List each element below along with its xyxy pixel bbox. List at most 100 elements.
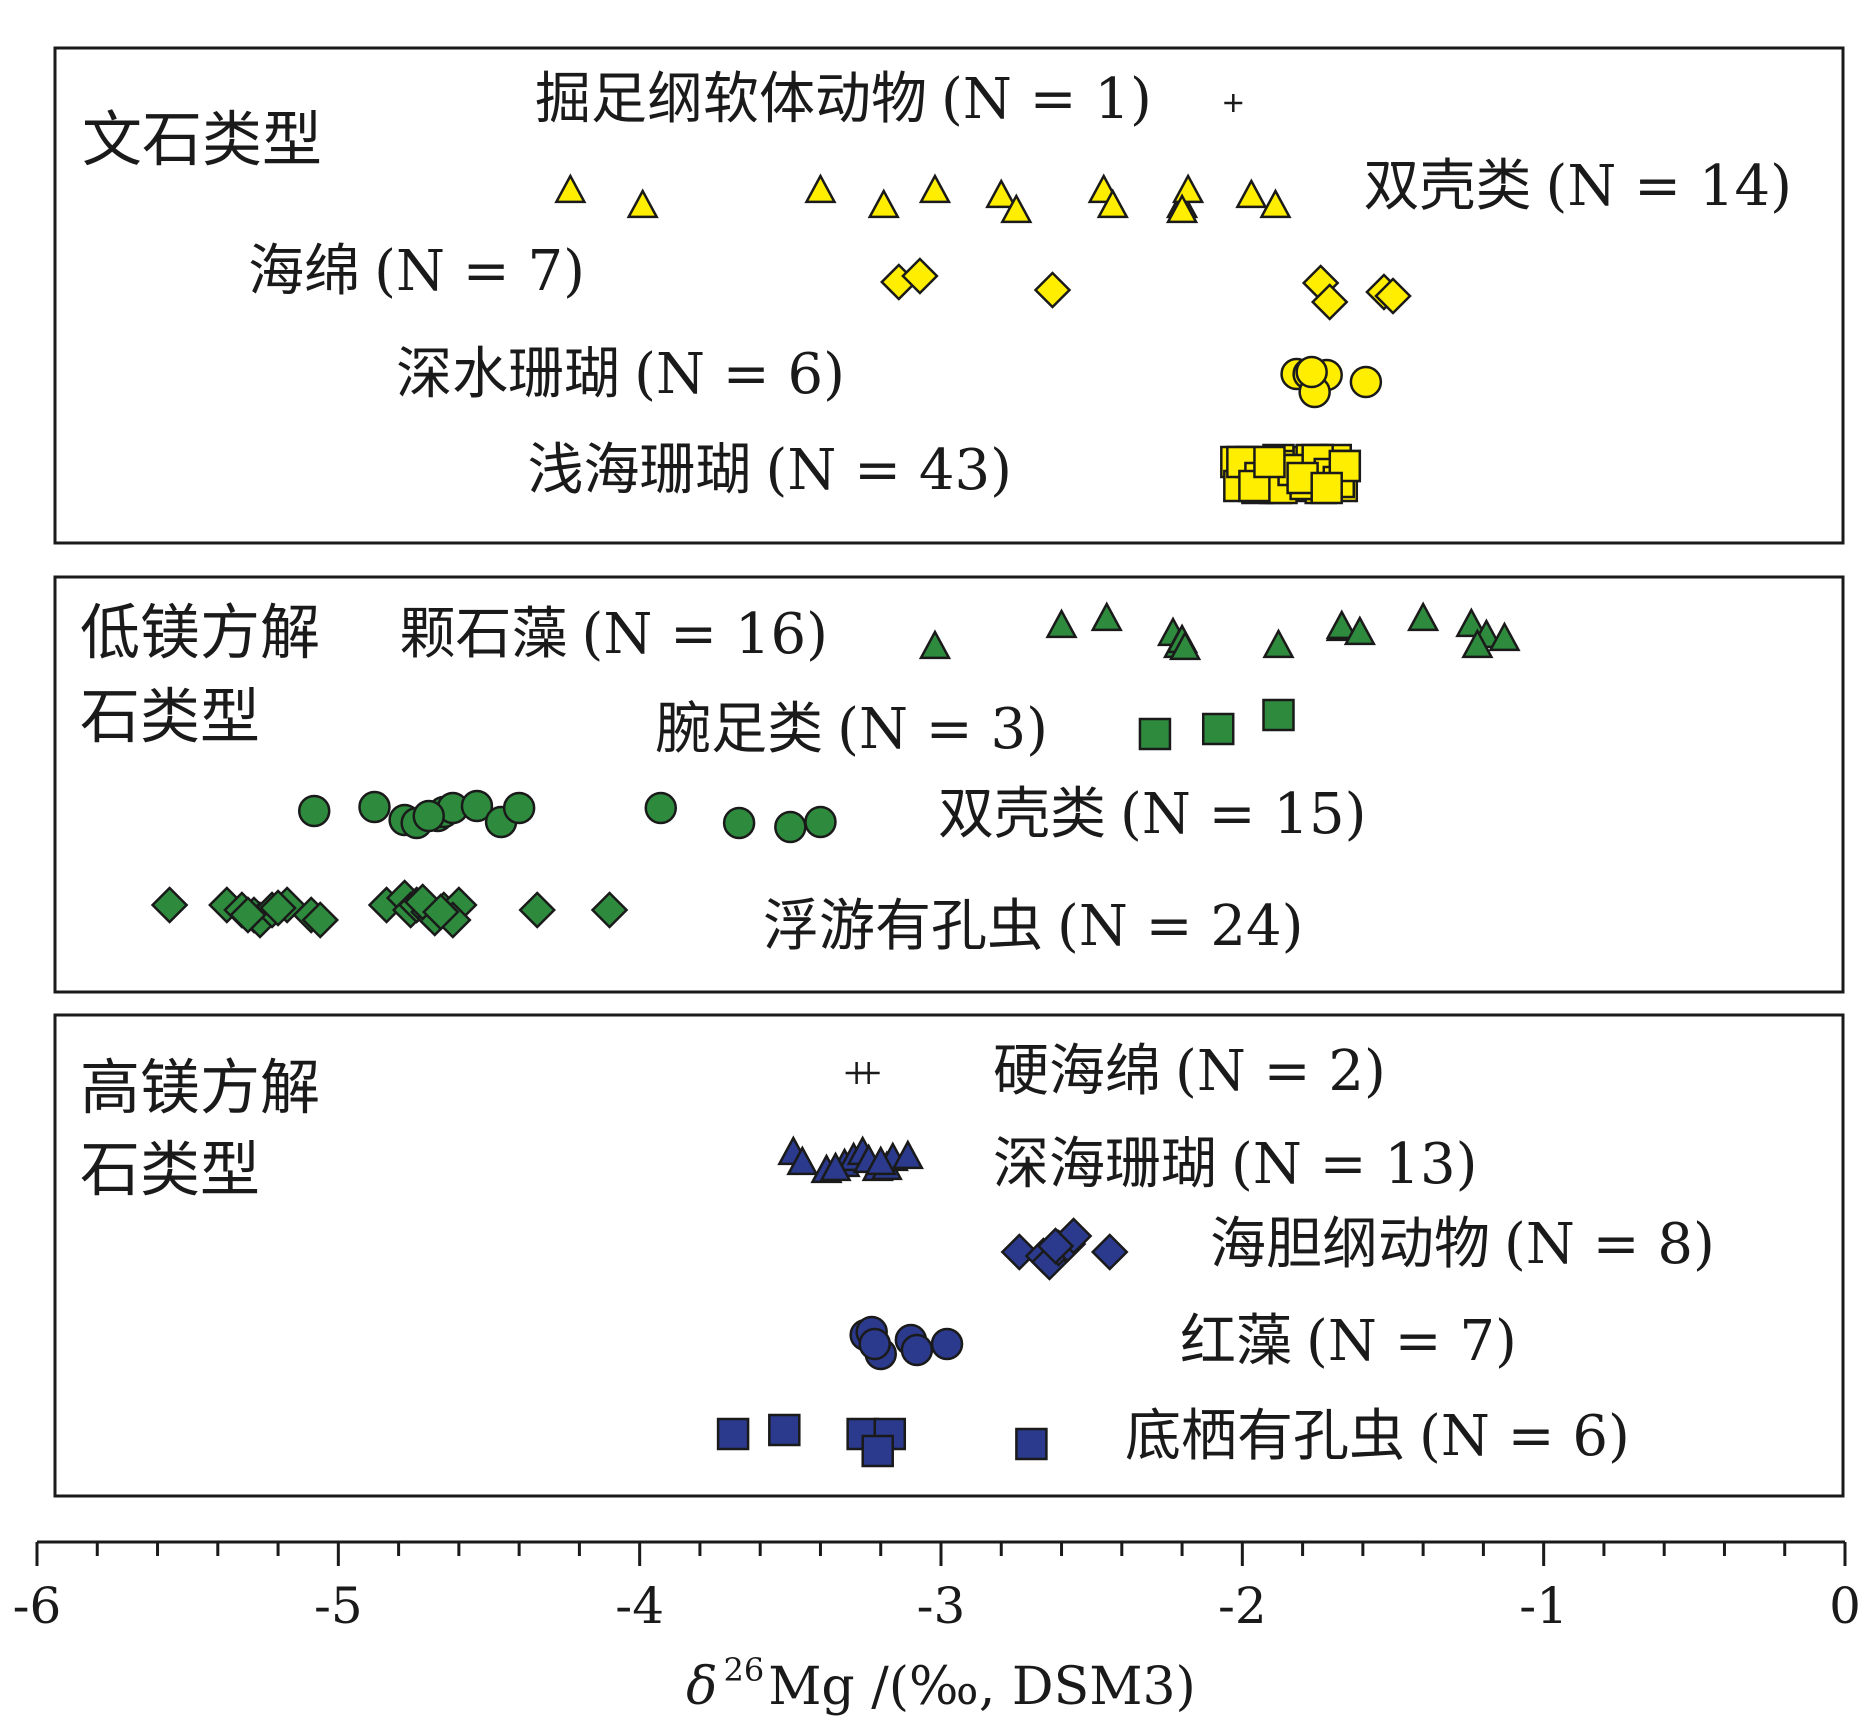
series-count: (N = 14): [1546, 154, 1792, 219]
data-point: [722, 806, 756, 840]
series-aragonite-4: 浅海珊瑚 (N = 43): [528, 438, 1362, 505]
data-point: [1259, 188, 1292, 219]
series-name: 深水珊瑚: [396, 342, 620, 407]
data-point: [774, 810, 807, 844]
data-point: [930, 1327, 964, 1361]
data-point: [1171, 173, 1205, 204]
series-high-mg-calcite-4: 底栖有孔虫 (N = 6): [716, 1404, 1630, 1469]
data-point: [1235, 178, 1268, 209]
series-aragonite-2: 海绵 (N = 7): [248, 239, 1412, 321]
series-name: 双壳类: [938, 782, 1106, 847]
data-point: [1253, 445, 1286, 479]
data-point: [1000, 1233, 1039, 1271]
data-point: [1407, 601, 1440, 632]
data-point: [1455, 607, 1488, 638]
data-point: [804, 173, 837, 204]
panel-frame: [53, 46, 1845, 545]
data-point: [1224, 94, 1243, 112]
series-name: 深海珊瑚: [993, 1132, 1217, 1197]
data-point: [819, 1151, 852, 1182]
data-point: [518, 891, 556, 929]
data-point: [985, 178, 1018, 209]
data-point: [1262, 698, 1295, 732]
series-label: 浮游有孔虫 (N = 24): [763, 894, 1303, 959]
data-point: [901, 257, 939, 295]
series-high-mg-calcite-3: 红藻 (N = 7): [849, 1309, 1517, 1374]
series-label: 双壳类 (N = 15): [938, 782, 1366, 847]
data-point: [1168, 630, 1202, 661]
x-tick-label: -6: [13, 1577, 62, 1635]
series-count: (N = 6): [1419, 1404, 1630, 1469]
data-point: [918, 629, 952, 660]
data-point: [1310, 471, 1343, 505]
series-name: 红藻: [1180, 1309, 1292, 1374]
data-point: [412, 799, 445, 833]
series-count: (N = 13): [1231, 1132, 1477, 1197]
series-aragonite-1: 双壳类 (N = 14): [554, 154, 1792, 224]
series-name: 腕足类: [655, 697, 823, 762]
x-tick-label: -4: [615, 1577, 664, 1635]
data-point: [768, 1413, 801, 1447]
series-count: (N = 1): [941, 67, 1152, 132]
data-point: [1310, 283, 1349, 321]
data-point: [1201, 712, 1235, 746]
panel-aragonite: 文石类型 掘足纲软体动物 (N = 1) 双壳类 (N = 14) 海绵 (N = 7) 深水…: [53, 46, 1845, 545]
series-aragonite-3: 深水珊瑚 (N = 6): [396, 342, 1383, 409]
series-label: 颗石藻 (N = 16): [400, 602, 828, 667]
series-name: 颗石藻: [400, 602, 568, 667]
panel-label: 石类型: [80, 683, 260, 753]
series-count: (N = 2): [1175, 1039, 1386, 1104]
data-point: [1262, 628, 1295, 659]
data-point: [422, 893, 460, 931]
data-point: [1015, 1427, 1048, 1461]
series-name: 硬海绵: [993, 1039, 1161, 1104]
x-axis-title-superscript: 26: [723, 1651, 764, 1689]
panel-frame: [53, 1013, 1845, 1498]
panel-frame: [53, 575, 1845, 994]
series-name: 双壳类: [1364, 154, 1532, 219]
panel-label: 低镁方解: [80, 599, 320, 669]
x-tick-label: -5: [314, 1577, 363, 1635]
series-label: 掘足纲软体动物 (N = 1): [535, 67, 1152, 132]
data-point: [502, 791, 536, 825]
panel-label: 石类型: [80, 1136, 260, 1206]
series-label: 双壳类 (N = 14): [1364, 154, 1792, 219]
series-high-mg-calcite-0: 硬海绵 (N = 2): [845, 1039, 1386, 1104]
series-count: (N = 7): [1306, 1309, 1517, 1374]
series-low-mg-calcite-1: 腕足类 (N = 3): [655, 697, 1295, 762]
data-point: [1165, 193, 1199, 224]
data-point: [358, 790, 391, 824]
data-point: [861, 1434, 894, 1468]
series-aragonite-0: 掘足纲软体动物 (N = 1): [535, 67, 1243, 132]
data-point: [1461, 628, 1494, 659]
data-point: [1036, 1227, 1075, 1265]
data-point: [1374, 277, 1412, 315]
data-point: [626, 188, 659, 219]
data-point: [857, 1062, 880, 1084]
series-name: 浅海珊瑚: [528, 438, 752, 503]
series-count: (N = 6): [634, 342, 845, 407]
data-point: [1295, 355, 1328, 389]
x-axis: -6 -5 -4 -3 -2 -1 0 δ 26Mg /(‰, DSM3): [13, 1540, 1861, 1717]
series-label: 深水珊瑚 (N = 6): [396, 342, 845, 407]
series-label: 红藻 (N = 7): [1180, 1309, 1517, 1374]
x-tick-label: -2: [1218, 1577, 1267, 1635]
x-tick-label: -1: [1519, 1577, 1568, 1635]
data-point: [900, 1333, 934, 1367]
data-point: [891, 1139, 924, 1170]
data-point: [259, 889, 297, 927]
series-label: 海绵 (N = 7): [248, 239, 585, 304]
series-low-mg-calcite-0: 颗石藻 (N = 16): [400, 601, 1521, 667]
series-count: (N = 3): [837, 697, 1048, 762]
series-count: (N = 8): [1504, 1212, 1715, 1277]
series-low-mg-calcite-3: 浮游有孔虫 (N = 24): [150, 879, 1303, 959]
data-point: [460, 789, 494, 823]
data-point: [644, 791, 678, 825]
x-axis-title: δ 26Mg /(‰, DSM3): [686, 1651, 1196, 1717]
data-point: [786, 1145, 819, 1176]
series-name: 海绵: [248, 239, 360, 304]
data-point: [229, 896, 267, 934]
